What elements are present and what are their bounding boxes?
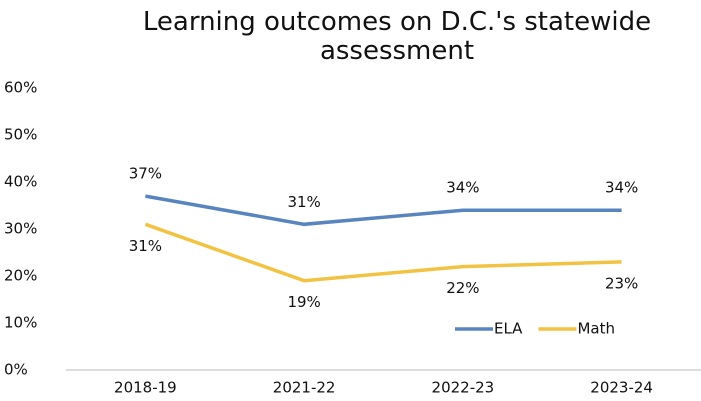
series-line (144, 222, 622, 283)
x-tick-label: 2018-19 (114, 379, 177, 397)
data-label: 34% (446, 179, 479, 197)
x-tick-label: 2023-24 (590, 379, 653, 397)
x-tick-label: 2022-23 (432, 379, 495, 397)
y-tick-label: 10% (4, 314, 37, 332)
x-tick-label: 2021-22 (273, 379, 336, 397)
legend-label: ELA (494, 320, 523, 338)
data-label: 31% (287, 193, 320, 211)
y-tick-label: 30% (4, 220, 37, 238)
chart-title: Learning outcomes on D.C.'s statewide as… (142, 7, 652, 66)
y-tick-label: 40% (4, 173, 37, 191)
y-tick-label: 60% (4, 79, 37, 97)
data-label: 37% (129, 165, 162, 183)
y-tick-label: 0% (4, 361, 28, 379)
y-tick-label: 20% (4, 267, 37, 285)
y-tick-label: 50% (4, 126, 37, 144)
series-line (145, 194, 622, 227)
data-label: 34% (605, 179, 638, 197)
legend-label: Math (577, 320, 615, 338)
data-label: 31% (129, 237, 162, 255)
data-label: 22% (446, 279, 479, 297)
data-label: 19% (287, 293, 320, 311)
data-label: 23% (605, 274, 638, 292)
